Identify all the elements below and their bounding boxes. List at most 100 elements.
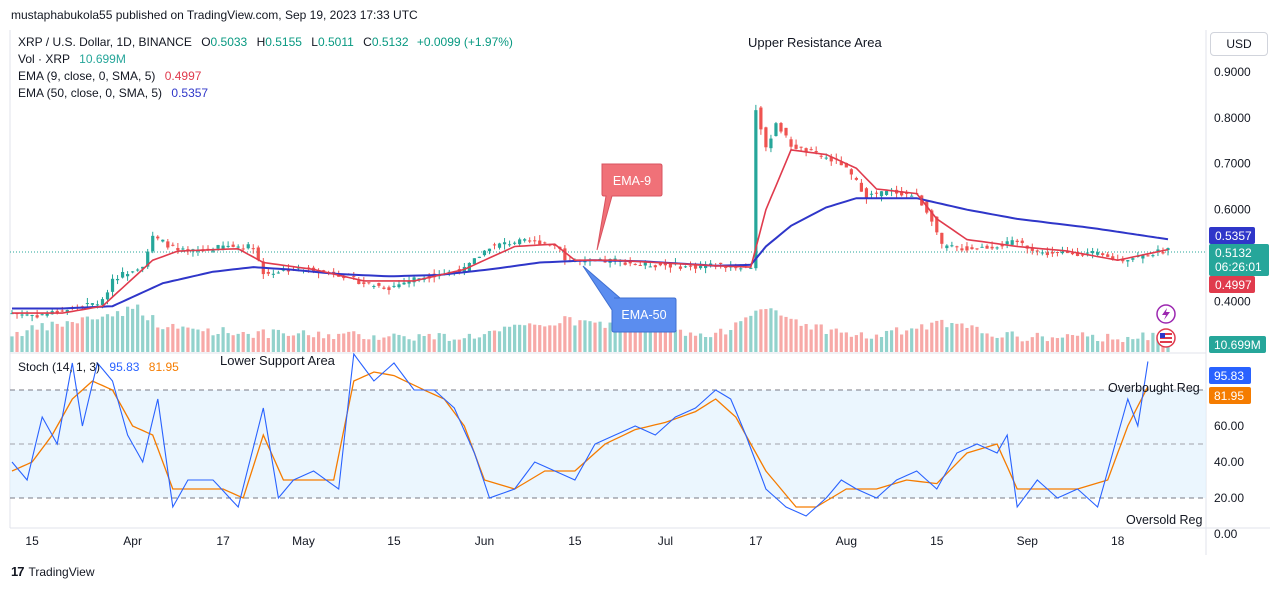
candle-body — [1035, 250, 1039, 252]
candle-body — [186, 249, 190, 251]
volume-bar — [513, 324, 517, 352]
volume-bar — [447, 340, 451, 352]
volume-bar — [206, 328, 210, 352]
price-tick-label: 0.7000 — [1214, 157, 1251, 171]
svg-text:95.83: 95.83 — [1214, 369, 1244, 383]
candle-body — [1065, 252, 1070, 254]
volume-bar — [714, 332, 718, 352]
volume-bar — [226, 333, 230, 352]
volume-bar — [442, 333, 446, 352]
candle-body — [678, 266, 683, 269]
candle-body — [357, 280, 361, 285]
volume-bar — [55, 323, 59, 352]
stoch-axis[interactable]: 60.00 40.00 20.00 0.00 — [1214, 419, 1244, 541]
time-axis[interactable]: 15 Apr 17 May 15 Jun 15 Jul 17 Aug 15 Sep 18 — [25, 534, 1124, 548]
candle-body — [643, 262, 647, 266]
candle-body — [161, 239, 165, 242]
volume-bar — [251, 337, 255, 352]
time-tick-label: 18 — [1111, 534, 1125, 548]
candle-body — [241, 248, 245, 250]
candle-body — [814, 150, 818, 153]
volume-bar — [955, 323, 959, 352]
candle-body — [502, 242, 507, 245]
volume-bar — [854, 335, 858, 352]
volume-bar — [216, 334, 220, 352]
volume-bar — [417, 334, 421, 352]
candle-body — [829, 156, 833, 162]
volume-bar — [156, 327, 160, 352]
candle-body — [975, 248, 979, 250]
volume-bar — [176, 328, 180, 352]
volume-bar — [201, 331, 205, 352]
candle-body — [528, 240, 532, 242]
candle-body — [884, 190, 889, 195]
volume-bar — [633, 331, 637, 352]
volume-bar — [1091, 334, 1095, 352]
volume-bar — [306, 335, 311, 352]
volume-bar — [301, 330, 306, 352]
price-axis[interactable]: 0.9000 0.8000 0.7000 0.6000 0.4000 — [1214, 65, 1251, 309]
volume-bar — [211, 335, 215, 352]
candle-body — [749, 267, 753, 269]
candle-body — [864, 188, 869, 199]
alert-lightning-icon[interactable] — [1156, 304, 1176, 324]
volume-bar — [372, 335, 376, 352]
candle-body — [985, 245, 989, 249]
candle-body — [397, 284, 401, 288]
volume-bar — [497, 331, 502, 352]
candle-body — [668, 263, 673, 268]
volume-bar — [774, 310, 778, 352]
time-tick-label: Jul — [658, 534, 673, 548]
us-flag-icon[interactable] — [1156, 328, 1176, 348]
volume-bar — [889, 330, 894, 352]
volume-bar — [683, 335, 688, 352]
candle-body — [482, 250, 487, 256]
candle-body — [141, 266, 145, 269]
volume-bar — [1015, 336, 1019, 352]
candle-body — [1080, 254, 1085, 256]
currency-button[interactable]: USD — [1210, 32, 1268, 56]
volume-bar — [316, 331, 321, 352]
volume-bar — [794, 319, 798, 352]
volume-bar — [261, 329, 265, 352]
publisher-line: mustaphabukola55 published on TradingVie… — [11, 8, 418, 22]
volume-bar — [653, 329, 657, 352]
candle-body — [804, 148, 808, 153]
volume-bar — [221, 327, 225, 352]
candle-body — [779, 123, 783, 132]
candle-body — [1101, 253, 1105, 256]
candle-body — [126, 274, 130, 277]
candle-body — [45, 313, 49, 316]
time-tick-label: 17 — [216, 534, 230, 548]
volume-bar — [1146, 340, 1150, 352]
candle-body — [839, 161, 843, 166]
candle-body — [216, 245, 220, 249]
volume-bar — [387, 336, 391, 352]
candle-body — [100, 299, 105, 306]
candle-body — [879, 191, 884, 197]
candle-body — [935, 216, 939, 233]
stoch-tick-label: 20.00 — [1214, 491, 1244, 505]
volume-bar — [1010, 331, 1014, 352]
candle-body — [1040, 252, 1044, 254]
candle-body — [1096, 252, 1100, 255]
volume-bar — [613, 330, 617, 352]
volume-bar — [518, 324, 522, 352]
candle-body — [120, 271, 125, 278]
volume-bar — [146, 320, 150, 352]
volume-bar — [231, 335, 235, 352]
candle-body — [955, 246, 959, 248]
volume-bar — [1065, 334, 1070, 352]
tradingview-footer[interactable]: 17 TradingView — [11, 564, 95, 579]
volume-bar — [437, 333, 441, 352]
volume-bar — [538, 325, 542, 352]
candle-body — [764, 127, 768, 148]
candle-body — [794, 144, 798, 149]
candle-body — [663, 263, 667, 266]
candle-body — [1085, 252, 1090, 254]
volume-bar — [960, 323, 964, 352]
volume-bar — [276, 329, 280, 352]
price-tick-label: 0.8000 — [1214, 111, 1251, 125]
volume-bar — [900, 334, 904, 352]
